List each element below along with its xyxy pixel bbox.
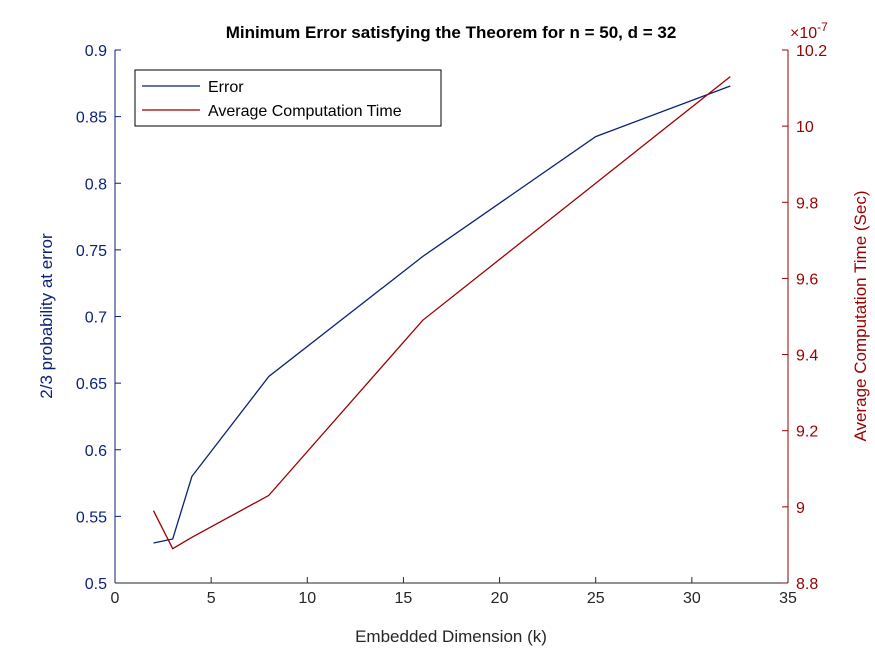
y-left-tick-label: 0.5	[85, 576, 107, 593]
y-right-tick-label: 8.8	[796, 576, 818, 593]
y-right-tick-label: 9.2	[796, 424, 818, 441]
x-tick-label: 35	[779, 590, 797, 607]
legend: Error Average Computation Time	[134, 69, 442, 127]
y-left-tick-label: 0.65	[76, 376, 107, 393]
x-tick-label: 25	[587, 590, 605, 607]
y-right-tick-label: 10	[796, 119, 814, 136]
legend-box	[134, 69, 442, 127]
series-line-error	[153, 85, 731, 544]
y-left-tick-label: 0.9	[85, 43, 107, 60]
y-axis-right-label: Average Computation Time (Sec)	[851, 190, 870, 441]
y-left-tick-label: 0.55	[76, 509, 107, 526]
y-left-tick-label: 0.85	[76, 110, 107, 127]
series-layer	[152, 76, 731, 550]
plot-background	[115, 50, 788, 583]
y-right-tick-label: 9.8	[796, 195, 818, 212]
y-right-tick-label: 9.4	[796, 348, 818, 365]
y-left-tick-label: 0.75	[76, 243, 107, 260]
y-right-tick-label: 9	[796, 500, 805, 517]
x-tick-label: 10	[298, 590, 316, 607]
right-axis-exponent: ×10-7	[790, 20, 828, 42]
y-right-tick-label: 9.6	[796, 271, 818, 288]
x-tick-label: 0	[111, 590, 120, 607]
series-line-computation-time	[152, 76, 731, 550]
x-axis-label: Embedded Dimension (k)	[355, 627, 547, 646]
legend-label-computation-time: Average Computation Time	[208, 103, 402, 120]
chart-title: Minimum Error satisfying the Theorem for…	[226, 23, 677, 42]
y-right-tick-label: 10.2	[796, 43, 827, 60]
x-tick-label: 30	[683, 590, 701, 607]
axes-layer: 0 5 10 15 20 25 30 35 0.5 0.55 0.6 0.65 0.7 0.75 0.8 0.…	[76, 43, 827, 607]
y-left-tick-label: 0.8	[85, 176, 107, 193]
x-tick-label: 5	[207, 590, 216, 607]
x-tick-label: 15	[395, 590, 413, 607]
y-left-tick-label: 0.7	[85, 310, 107, 327]
legend-label-error: Error	[208, 79, 244, 96]
right-axis-exponent-power: -7	[817, 20, 828, 34]
y-axis-left-label: 2/3 probability at error	[37, 233, 56, 399]
y-left-tick-label: 0.6	[85, 443, 107, 460]
x-tick-label: 20	[491, 590, 509, 607]
